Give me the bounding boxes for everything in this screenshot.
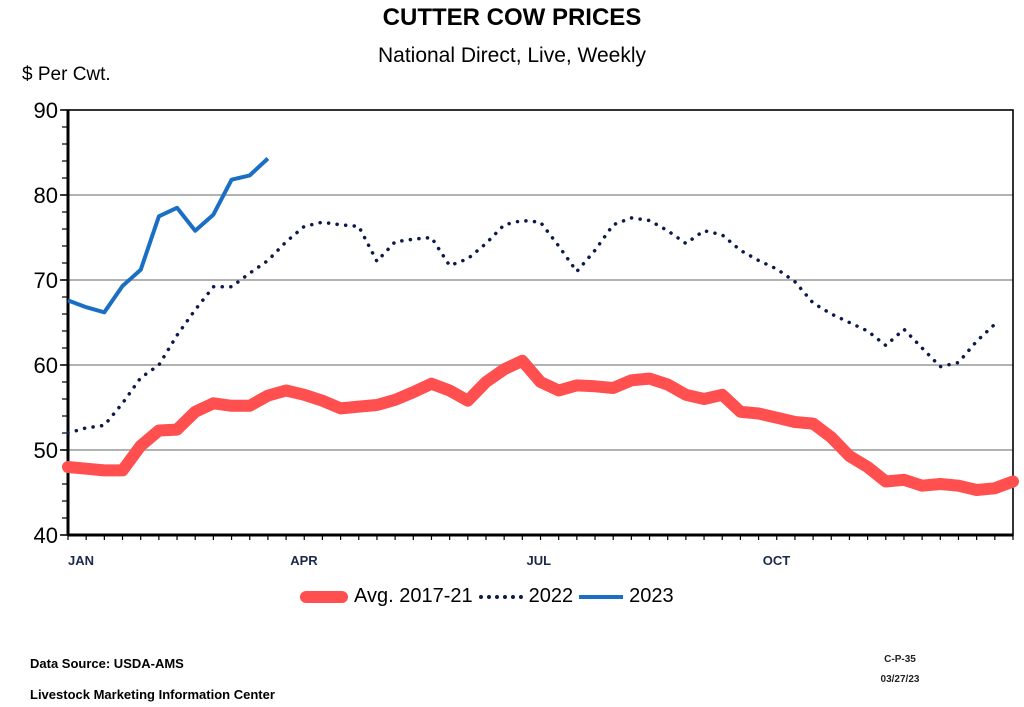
legend-label-2022: 2022 <box>528 585 574 607</box>
x-month-label: JAN <box>68 553 94 568</box>
organization: Livestock Marketing Information Center <box>30 687 275 702</box>
series-line-2022 <box>66 216 997 435</box>
chart-code: C-P-35 <box>884 654 916 665</box>
y-tick-label: 40 <box>34 523 58 548</box>
legend-item-avg: Avg. 2017-21 <box>300 585 473 608</box>
x-month-label: JUL <box>527 553 552 568</box>
chart-date: 03/27/23 <box>880 674 920 685</box>
y-tick-label: 70 <box>34 268 58 293</box>
legend-item-2022: 2022 <box>478 585 574 608</box>
legend-label-2023: 2023 <box>629 585 674 607</box>
chart-title: CUTTER COW PRICES <box>382 4 642 31</box>
legend-label-avg: Avg. 2017-21 <box>354 585 473 607</box>
y-axis-label: $ Per Cwt. <box>22 64 111 85</box>
y-tick-label: 50 <box>34 438 58 463</box>
legend-swatch-2022 <box>478 594 523 599</box>
legend-swatch-2023 <box>579 594 624 599</box>
legend-swatch-avg <box>300 590 348 603</box>
series-line-avg-2017-21 <box>62 354 1019 496</box>
chart-subtitle: National Direct, Live, Weekly <box>377 44 647 67</box>
series-line-2023 <box>67 157 270 315</box>
x-month-label: APR <box>290 553 318 568</box>
x-month-label: OCT <box>763 553 791 568</box>
legend: Avg. 2017-21 2022 2023 <box>300 585 680 608</box>
y-tick-label: 80 <box>34 183 58 208</box>
legend-item-2023: 2023 <box>579 585 674 608</box>
y-tick-label: 90 <box>34 98 58 123</box>
data-source: Data Source: USDA-AMS <box>30 656 184 671</box>
y-tick-label: 60 <box>34 353 58 378</box>
